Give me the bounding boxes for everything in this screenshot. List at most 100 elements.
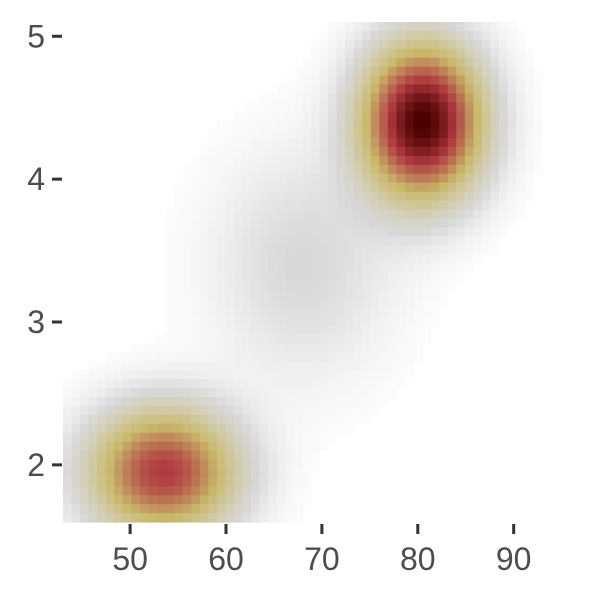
heatmap-cell [439, 236, 449, 246]
heatmap-cell [319, 48, 329, 59]
heatmap-cell [490, 111, 500, 121]
heatmap-cell [353, 102, 363, 112]
heatmap-cell [208, 495, 218, 505]
heatmap-cell [216, 459, 227, 470]
heatmap-cell [473, 129, 483, 139]
heatmap-cell [293, 432, 303, 443]
heatmap-cell [362, 405, 372, 416]
heatmap-cell [336, 370, 346, 380]
heatmap-cell [336, 307, 346, 318]
heatmap-cell [413, 298, 423, 309]
heatmap-cell [473, 218, 483, 228]
heatmap-cell [456, 138, 466, 148]
heatmap-cell [234, 477, 244, 487]
heatmap-cell [524, 147, 534, 157]
heatmap-cell [208, 450, 218, 461]
heatmap-cell [165, 343, 175, 353]
heatmap-cell [165, 388, 175, 398]
heatmap-cell [234, 316, 244, 327]
heatmap-cell [242, 173, 252, 184]
heatmap-cell [165, 289, 175, 300]
heatmap-cell [387, 30, 398, 41]
heatmap-cell [345, 66, 355, 77]
heatmap-cell [387, 164, 398, 175]
heatmap-cell [251, 182, 261, 193]
heatmap-cell [122, 361, 132, 371]
heatmap-cell [268, 379, 278, 389]
heatmap-cell [234, 200, 244, 211]
heatmap-cell [370, 236, 380, 246]
heatmap-cell [336, 155, 346, 166]
heatmap-cell [362, 120, 372, 130]
heatmap-cell [310, 191, 321, 202]
heatmap-cell [191, 441, 201, 452]
heatmap-cell [439, 102, 449, 112]
heatmap-cell [208, 164, 218, 175]
heatmap-cell [319, 352, 329, 362]
heatmap-cell [285, 388, 295, 398]
heatmap-cell [310, 316, 321, 327]
heatmap-cell [191, 468, 201, 478]
heatmap-cell [524, 102, 534, 112]
heatmap-cell [191, 272, 201, 282]
heatmap-cell [157, 361, 167, 371]
heatmap-cell [199, 209, 209, 220]
heatmap-cell [302, 102, 312, 112]
heatmap-cell [139, 486, 150, 496]
heatmap-cell [533, 75, 543, 86]
heatmap-cell [208, 147, 218, 157]
heatmap-cell [225, 370, 235, 380]
x-axis: 50 60 70 80 90 [112, 524, 531, 577]
heatmap-cell [516, 191, 526, 202]
heatmap-cell [97, 423, 107, 434]
heatmap-cell [174, 361, 184, 371]
heatmap-cell [208, 370, 218, 380]
heatmap-cell [456, 111, 466, 121]
heatmap-cell [490, 102, 500, 112]
heatmap-cell [430, 307, 440, 318]
heatmap-cell [182, 486, 192, 496]
heatmap-cell [251, 361, 261, 371]
heatmap-cell [499, 182, 509, 193]
heatmap-cell [422, 84, 432, 95]
heatmap-cell [199, 486, 209, 496]
heatmap-cell [302, 191, 312, 202]
heatmap-cell [259, 218, 269, 228]
heatmap-cell [276, 495, 286, 505]
heatmap-cell [310, 343, 321, 353]
heatmap-cell [139, 379, 150, 389]
heatmap-cell [302, 75, 312, 86]
heatmap-cell [447, 138, 457, 148]
heatmap-cell [422, 236, 432, 246]
heatmap-cell [405, 129, 415, 139]
heatmap-cell [122, 423, 132, 434]
heatmap-cell [319, 173, 329, 184]
heatmap-cell [353, 48, 363, 59]
heatmap-cell [319, 111, 329, 121]
heatmap-cell [114, 486, 124, 496]
heatmap-cell [63, 414, 73, 425]
heatmap-cell [225, 432, 235, 443]
heatmap-cell [310, 39, 321, 50]
heatmap-cell [336, 361, 346, 371]
heatmap-cell [259, 423, 269, 434]
heatmap-cell [336, 343, 346, 353]
heatmap-cell [345, 316, 355, 327]
heatmap-cell [165, 441, 175, 452]
heatmap-cell [481, 75, 492, 86]
heatmap-cell [268, 352, 278, 362]
heatmap-cell [71, 379, 81, 389]
heatmap-cell [216, 147, 227, 157]
heatmap-cell [88, 370, 98, 380]
heatmap-cell [131, 468, 141, 478]
heatmap-cell [345, 48, 355, 59]
heatmap-cell [490, 182, 500, 193]
heatmap-cell [242, 218, 252, 228]
heatmap-cell [268, 414, 278, 425]
heatmap-cell [293, 227, 303, 237]
heatmap-cell [80, 370, 90, 380]
heatmap-cell [191, 289, 201, 300]
heatmap-cell [353, 307, 363, 318]
heatmap-cell [234, 236, 244, 246]
heatmap-cell [191, 486, 201, 496]
